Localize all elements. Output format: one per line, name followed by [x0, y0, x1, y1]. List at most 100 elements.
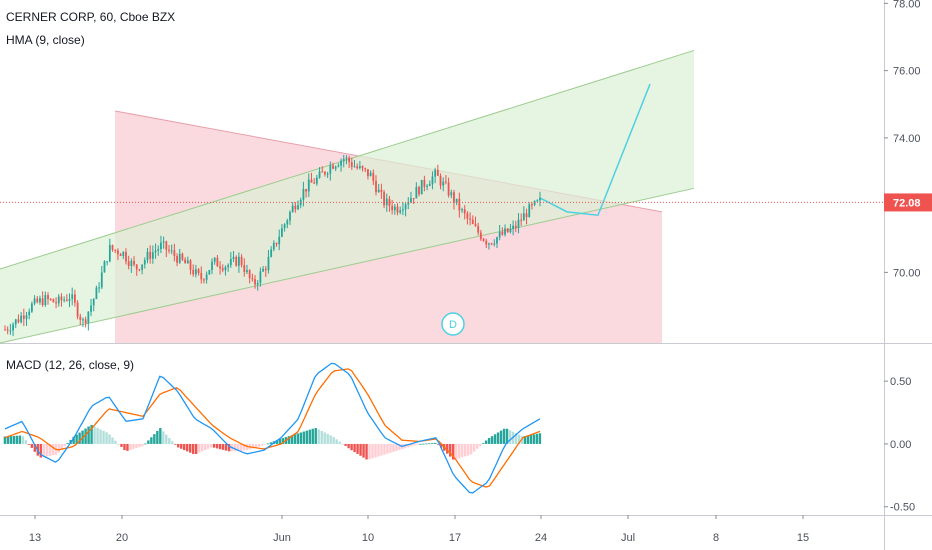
- candle-body: [361, 166, 364, 169]
- macd-histogram-bar: [514, 433, 518, 444]
- macd-tick-label: 0.00: [890, 439, 911, 451]
- candle-body: [227, 265, 230, 268]
- candle-body: [211, 261, 213, 271]
- macd-histogram-bar: [108, 434, 111, 444]
- candle-body: [450, 192, 453, 196]
- macd-tick-label: 0.50: [890, 376, 911, 388]
- macd-histogram-bar: [320, 430, 323, 444]
- candle-body: [407, 202, 410, 205]
- candle-body: [25, 315, 28, 319]
- macd-histogram-bar: [392, 443, 395, 452]
- candle-body: [514, 225, 517, 228]
- macd-histogram-bar: [254, 443, 258, 448]
- macd-histogram-bar: [12, 435, 16, 444]
- macd-histogram-bar: [326, 433, 329, 444]
- candle-body: [149, 251, 152, 259]
- macd-histogram-bar: [186, 443, 189, 452]
- candle-body: [95, 287, 98, 300]
- macd-histogram-bar: [126, 443, 129, 451]
- macd-histogram-bar: [233, 443, 237, 452]
- macd-histogram-bar: [218, 443, 222, 450]
- candle-body: [512, 225, 515, 229]
- macd-histogram-bar: [535, 433, 539, 444]
- candle-body: [345, 157, 348, 159]
- candle-body: [173, 250, 176, 257]
- macd-histogram-bar: [21, 436, 25, 444]
- candle-body: [184, 259, 187, 264]
- macd-histogram-bar: [458, 443, 461, 459]
- macd-histogram-bar: [281, 438, 285, 444]
- candle-body: [192, 269, 195, 275]
- candle-body: [76, 302, 79, 317]
- candle-body: [466, 213, 469, 219]
- candle-body: [60, 296, 63, 301]
- macd-histogram-bar: [287, 436, 291, 444]
- candle-body: [168, 249, 170, 251]
- macd-histogram-bar: [347, 443, 350, 449]
- macd-histogram-bar: [502, 428, 506, 444]
- macd-histogram-bar: [428, 443, 431, 445]
- candle-body: [396, 206, 399, 213]
- candle-body: [318, 171, 321, 178]
- macd-histogram-bar: [263, 443, 267, 445]
- candle-body: [385, 198, 388, 206]
- macd-histogram-bar: [425, 443, 428, 445]
- candle-body: [458, 198, 461, 211]
- price-tick-label: 74.00: [893, 133, 921, 145]
- macd-histogram-bar: [437, 443, 440, 445]
- macd-histogram-bar: [299, 432, 302, 444]
- candle-body: [240, 256, 243, 266]
- candle-body: [404, 204, 407, 210]
- candle-body: [321, 171, 324, 173]
- candle-body: [165, 241, 168, 250]
- candle-body: [119, 254, 122, 257]
- macd-histogram-bar: [440, 443, 443, 448]
- candle-body: [383, 192, 385, 206]
- macd-histogram-bar: [174, 443, 177, 445]
- candle-body: [229, 259, 232, 266]
- time-tick-label: 24: [535, 532, 547, 544]
- macd-histogram-bar: [410, 443, 413, 447]
- candle-body: [522, 213, 525, 221]
- macd-histogram-bar: [463, 443, 467, 457]
- macd-histogram-bar: [48, 443, 51, 456]
- candle-body: [401, 209, 404, 211]
- candle-body: [17, 319, 20, 323]
- macd-histogram-bar: [446, 443, 449, 454]
- macd-histogram-bar: [484, 440, 488, 444]
- candle-body: [332, 165, 334, 169]
- macd-histogram-bar: [75, 434, 78, 444]
- candle-body: [453, 192, 455, 203]
- macd-histogram-bar: [377, 443, 380, 457]
- candle-body: [498, 231, 501, 238]
- macd-histogram-bar: [296, 433, 300, 444]
- candle-body: [154, 250, 157, 253]
- candle-body: [372, 172, 375, 181]
- candle-body: [337, 165, 340, 167]
- candle-body: [71, 294, 74, 299]
- ascending-channel: [0, 50, 694, 344]
- macd-histogram-bar: [329, 435, 332, 444]
- candle-body: [517, 219, 520, 228]
- last-price-tag: [884, 193, 932, 212]
- macd-histogram-bar: [171, 441, 174, 444]
- macd-histogram-bar: [469, 443, 473, 455]
- macd-histogram-bar: [350, 443, 353, 451]
- macd-histogram-bar: [371, 443, 374, 459]
- candle-body: [283, 224, 286, 229]
- macd-histogram-bar: [105, 432, 108, 444]
- macd-histogram-bar: [517, 434, 521, 444]
- time-tick-label: 13: [29, 532, 41, 544]
- macd-histogram-bar: [359, 443, 362, 456]
- candle-body: [504, 228, 506, 235]
- macd-histogram-bar: [308, 429, 311, 444]
- candle-body: [138, 269, 141, 271]
- macd-histogram-bar: [30, 443, 33, 448]
- candle-body: [79, 316, 82, 320]
- macd-histogram-bar: [99, 429, 102, 444]
- ascending-channel-upper: [0, 49, 695, 270]
- candle-body: [237, 256, 240, 266]
- macd-histogram-bar: [290, 435, 294, 444]
- candle-body: [375, 180, 377, 193]
